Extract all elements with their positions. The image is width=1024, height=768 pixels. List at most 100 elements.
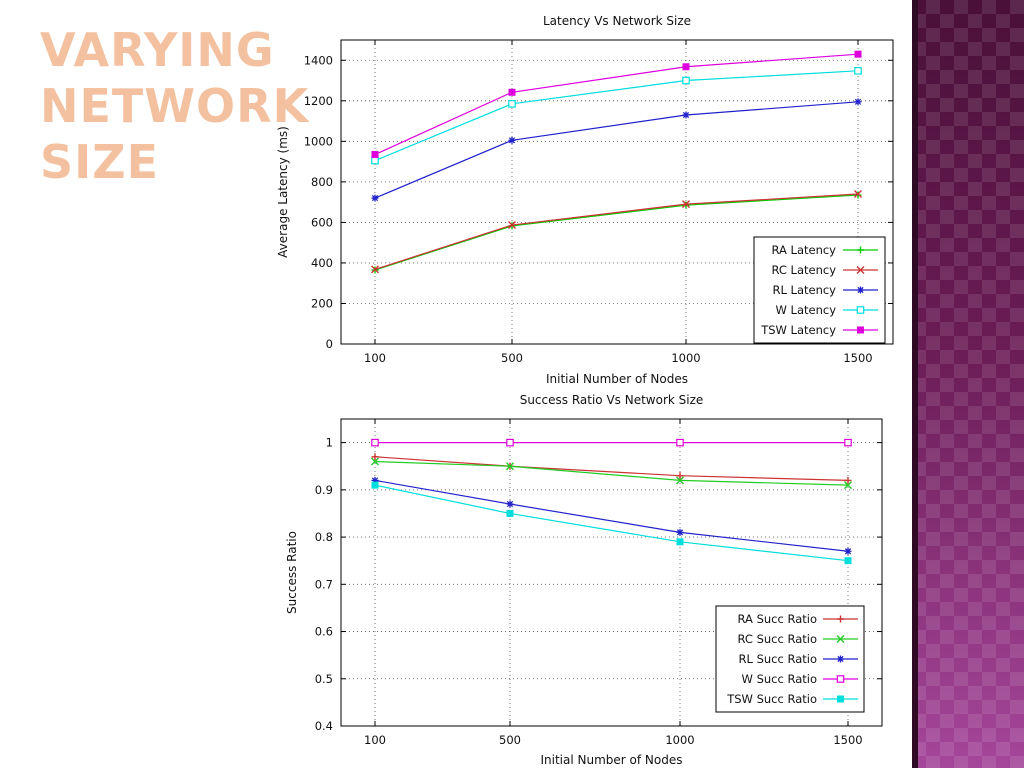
chart-0-x-tick-label: 500 — [501, 351, 523, 365]
chart-0-legend-rc-latency-label: RC Latency — [771, 263, 836, 277]
chart-0-x-tick-label: 1000 — [671, 351, 700, 365]
chart-1-series-w-succ-ratio-point — [506, 438, 514, 447]
chart-0-series-ra-latency-line — [374, 194, 859, 271]
chart-0-y-tick-label: 400 — [311, 256, 333, 270]
chart-1-title: Success Ratio Vs Network Size — [520, 393, 704, 407]
chart-0-legend-tsw-latency-marker — [857, 326, 864, 334]
chart-0-series-rc-latency-point — [371, 265, 379, 274]
chart-0-legend-w-latency-label: W Latency — [776, 303, 837, 317]
chart-0-series-rc-latency-line — [374, 193, 859, 270]
chart-1-x-tick-label: 1500 — [833, 733, 862, 747]
chart-0-series-rc-latency-point — [854, 190, 862, 199]
chart-1-series-ra-succ-ratio-line — [374, 456, 849, 481]
chart-0-y-tick-label: 600 — [311, 215, 333, 229]
chart-1-series-ra-succ-ratio-point — [844, 476, 852, 484]
chart-1-series-rc-succ-ratio — [371, 457, 852, 490]
chart-1-series-rl-succ-ratio-line — [374, 479, 849, 552]
chart-1-y-tick-label: 0.8 — [315, 530, 333, 544]
chart-0-y-tick-label: 1000 — [304, 134, 333, 148]
chart-1-y-tick-label: 0.9 — [315, 483, 333, 497]
latency-chart: Latency Vs Network Size 0 200 400 600 800 1000… — [276, 14, 894, 386]
chart-0-y-axis-label: Average Latency (ms) — [276, 126, 290, 258]
success-ratio-chart: Success Ratio Vs Network Size 0.4 0.5 0.6 0.… — [285, 393, 883, 767]
chart-1-y-tick-label: 0.7 — [315, 577, 333, 591]
chart-0-series-rc-latency — [371, 190, 862, 274]
chart-1-legend-w-succ-ratio-marker — [836, 675, 845, 683]
chart-0-y-tick-label: 1200 — [304, 94, 333, 108]
chart-1-series-w-succ-ratio-point — [676, 438, 684, 447]
chart-0-series-rc-latency-point — [508, 221, 516, 230]
chart-0-series-tsw-latency-point — [682, 63, 690, 71]
chart-1-legend-w-succ-ratio-label: W Succ Ratio — [742, 672, 817, 686]
chart-1-legend-ra-succ-ratio-marker — [837, 615, 844, 623]
chart-1-series-tsw-succ-ratio-point — [371, 481, 379, 489]
chart-1-series-tsw-succ-ratio-point — [844, 557, 852, 565]
chart-1-y-tick-label: 1 — [326, 436, 333, 450]
chart-1-x-axis-label: Initial Number of Nodes — [541, 753, 683, 767]
chart-1-series-rc-succ-ratio-line — [374, 460, 849, 486]
chart-1-series-tsw-succ-ratio-point — [676, 538, 684, 546]
chart-1-x-tick-label: 1000 — [665, 733, 694, 747]
chart-0-title: Latency Vs Network Size — [543, 14, 691, 28]
slide-title-line-1: VARYING — [40, 23, 275, 77]
chart-0-legend-tsw-latency-label: TSW Latency — [760, 323, 836, 337]
chart-1-series-w-succ-ratio — [371, 438, 852, 447]
chart-0-series-w-latency-point — [508, 100, 516, 108]
chart-0-legend-ra-latency-marker — [857, 246, 864, 254]
chart-1-series-w-succ-ratio-point — [371, 438, 379, 447]
chart-1-series-rc-succ-ratio-point — [371, 457, 379, 466]
chart-1-series-rc-succ-ratio-point — [506, 462, 514, 471]
chart-1-y-tick-label: 0.6 — [315, 625, 333, 639]
chart-0-plot-frame — [340, 39, 894, 345]
chart-0-legend-rl-latency-marker — [857, 286, 864, 294]
chart-1-series-ra-succ-ratio-point — [676, 472, 684, 480]
chart-0-series-w-latency — [371, 67, 862, 165]
chart-0-series-tsw-latency-line — [374, 53, 859, 156]
chart-0-legend-rc-latency-marker — [856, 266, 865, 274]
chart-1-legend-rl-succ-ratio-label: RL Succ Ratio — [739, 652, 817, 666]
chart-0-series-rl-latency-line — [374, 101, 859, 199]
chart-1-y-axis-label: Success Ratio — [285, 531, 299, 614]
chart-0-y-tick-label: 0 — [326, 337, 333, 351]
chart-0-legend-rl-latency-label: RL Latency — [772, 283, 836, 297]
chart-1-legend-rc-succ-ratio-marker — [836, 635, 845, 643]
chart-1-series-rl-succ-ratio-point — [676, 528, 684, 536]
chart-1-x-tick-label: 500 — [499, 733, 521, 747]
chart-0-series-rc-latency-point — [682, 200, 690, 209]
chart-0-series-w-latency-point — [371, 156, 379, 165]
chart-1-x-tick-label: 100 — [364, 733, 386, 747]
chart-0-series-ra-latency-point — [854, 191, 862, 199]
chart-0-x-axis-label: Initial Number of Nodes — [546, 372, 688, 386]
chart-0-series-rl-latency — [371, 98, 862, 202]
chart-0-series-tsw-latency — [371, 50, 862, 159]
chart-0-x-tick-label: 1500 — [843, 351, 872, 365]
charts-canvas: Latency Vs Network Size02004006008001000… — [276, 14, 894, 767]
chart-1-series-ra-succ-ratio-point — [371, 453, 379, 461]
chart-0-y-tick-label: 200 — [311, 296, 333, 310]
chart-1-series-tsw-succ-ratio-point — [506, 509, 514, 517]
chart-0-y-tick-label: 1400 — [304, 53, 333, 67]
chart-1-y-tick-label: 0.5 — [315, 672, 333, 686]
chart-1-series-rl-succ-ratio-point — [506, 500, 514, 508]
chart-1-y-tick-label: 0.4 — [315, 719, 333, 733]
chart-0-x-tick-label: 100 — [364, 351, 386, 365]
chart-1-series-tsw-succ-ratio-line — [374, 484, 849, 562]
chart-0-series-tsw-latency-point — [854, 50, 862, 58]
chart-1-series-rc-succ-ratio-point — [676, 476, 684, 485]
chart-0-series-w-latency-line — [374, 70, 859, 162]
chart-0-series-rl-latency-point — [854, 98, 862, 106]
chart-0-series-w-latency-point — [682, 76, 690, 85]
slide-title-line-3: SIZE — [40, 135, 160, 189]
chart-1-legend-rc-succ-ratio-label: RC Succ Ratio — [737, 632, 817, 646]
chart-1-series-rl-succ-ratio — [371, 476, 852, 555]
chart-1-plot-frame — [340, 418, 883, 727]
chart-1-legend-ra-succ-ratio-label: RA Succ Ratio — [738, 612, 817, 626]
chart-1-series-w-succ-ratio-point — [844, 438, 852, 447]
chart-1-legend-rl-succ-ratio-marker — [837, 655, 844, 663]
chart-0-series-tsw-latency-point — [371, 151, 379, 159]
decorative-side-panel — [912, 0, 1024, 768]
slide-title-line-2: NETWORK — [40, 79, 310, 133]
chart-0-legend-ra-latency-label: RA Latency — [771, 243, 836, 257]
chart-1-series-rc-succ-ratio-point — [844, 481, 852, 490]
slide-title: VARYING NETWORK SIZE — [40, 22, 309, 190]
